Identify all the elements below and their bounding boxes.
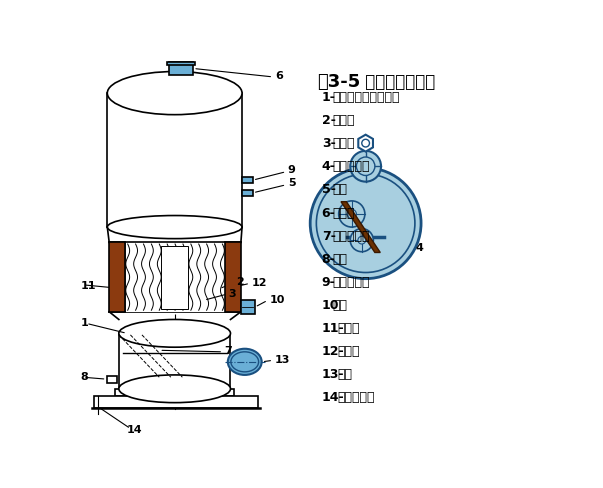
Text: 12-: 12-	[322, 345, 344, 357]
Text: 下降管: 下降管	[332, 114, 355, 127]
Ellipse shape	[107, 72, 242, 116]
Text: 9: 9	[288, 165, 295, 175]
Text: 5-: 5-	[322, 183, 336, 196]
Ellipse shape	[107, 216, 242, 239]
Circle shape	[358, 237, 365, 244]
Circle shape	[356, 158, 375, 176]
Text: 前烟墙: 前烟墙	[338, 322, 360, 334]
Text: 10: 10	[270, 294, 285, 304]
Text: 2: 2	[236, 276, 244, 286]
Text: 11-: 11-	[322, 322, 344, 334]
Text: 6-: 6-	[322, 206, 335, 219]
Bar	[223, 389, 235, 397]
Text: 8-: 8-	[322, 252, 335, 265]
Text: 10: 10	[322, 298, 339, 311]
Bar	[226, 243, 241, 312]
Text: 7: 7	[225, 346, 233, 356]
Text: 6: 6	[275, 70, 283, 81]
Text: 14-: 14-	[322, 390, 344, 404]
Text: 1: 1	[81, 317, 89, 327]
Text: 锅壳: 锅壳	[332, 183, 347, 196]
Bar	[107, 94, 242, 227]
Text: 手孔: 手孔	[332, 298, 347, 311]
Text: 9-: 9-	[322, 275, 335, 288]
Bar	[125, 243, 226, 312]
Text: 7-: 7-	[322, 229, 336, 242]
Text: 挡烟隔墙板: 挡烟隔墙板	[332, 160, 370, 173]
Bar	[167, 63, 195, 65]
Text: 4-: 4-	[322, 160, 336, 173]
Text: 13-: 13-	[322, 367, 344, 381]
Circle shape	[347, 210, 356, 219]
Bar	[168, 63, 193, 76]
Text: 5: 5	[288, 178, 295, 188]
Circle shape	[339, 202, 365, 227]
Bar	[107, 376, 118, 383]
Text: 图3-5: 图3-5	[317, 72, 361, 90]
Bar	[94, 397, 258, 408]
Circle shape	[350, 152, 381, 183]
Text: 8: 8	[81, 371, 89, 381]
Text: 直水管: 直水管	[332, 137, 355, 150]
Text: 炉门: 炉门	[338, 367, 352, 381]
Text: 11: 11	[81, 280, 96, 290]
Ellipse shape	[231, 352, 259, 372]
Text: 12: 12	[251, 277, 267, 287]
Text: 半圆形炉胆: 半圆形炉胆	[332, 229, 370, 242]
Text: 后烟墙: 后烟墙	[338, 345, 360, 357]
Text: 烟气出口管（喉管）: 烟气出口管（喉管）	[332, 91, 400, 104]
Text: 底脚角铁箍: 底脚角铁箍	[338, 390, 375, 404]
Bar	[119, 334, 230, 389]
Text: 2-: 2-	[322, 114, 336, 127]
Text: 3: 3	[229, 288, 236, 298]
Bar	[242, 178, 253, 184]
Ellipse shape	[119, 375, 230, 403]
Text: 14: 14	[127, 424, 142, 434]
Text: 检查孔: 检查孔	[332, 206, 355, 219]
Text: 1-: 1-	[322, 91, 336, 104]
Text: 4: 4	[415, 243, 423, 253]
Bar	[115, 389, 127, 397]
Bar	[109, 243, 125, 312]
Circle shape	[350, 229, 373, 252]
Bar	[242, 191, 253, 196]
Bar	[241, 301, 254, 314]
Text: 13: 13	[275, 354, 290, 364]
Circle shape	[317, 175, 415, 273]
Text: 3-: 3-	[322, 137, 335, 150]
Circle shape	[362, 140, 370, 148]
Text: 立式直水管锅炉: 立式直水管锅炉	[360, 72, 435, 90]
Polygon shape	[341, 202, 380, 253]
Text: 炉排: 炉排	[332, 252, 347, 265]
Text: 水位表接口: 水位表接口	[332, 275, 370, 288]
Ellipse shape	[119, 320, 230, 347]
Ellipse shape	[228, 349, 262, 375]
Bar	[161, 246, 188, 309]
Circle shape	[310, 168, 421, 279]
